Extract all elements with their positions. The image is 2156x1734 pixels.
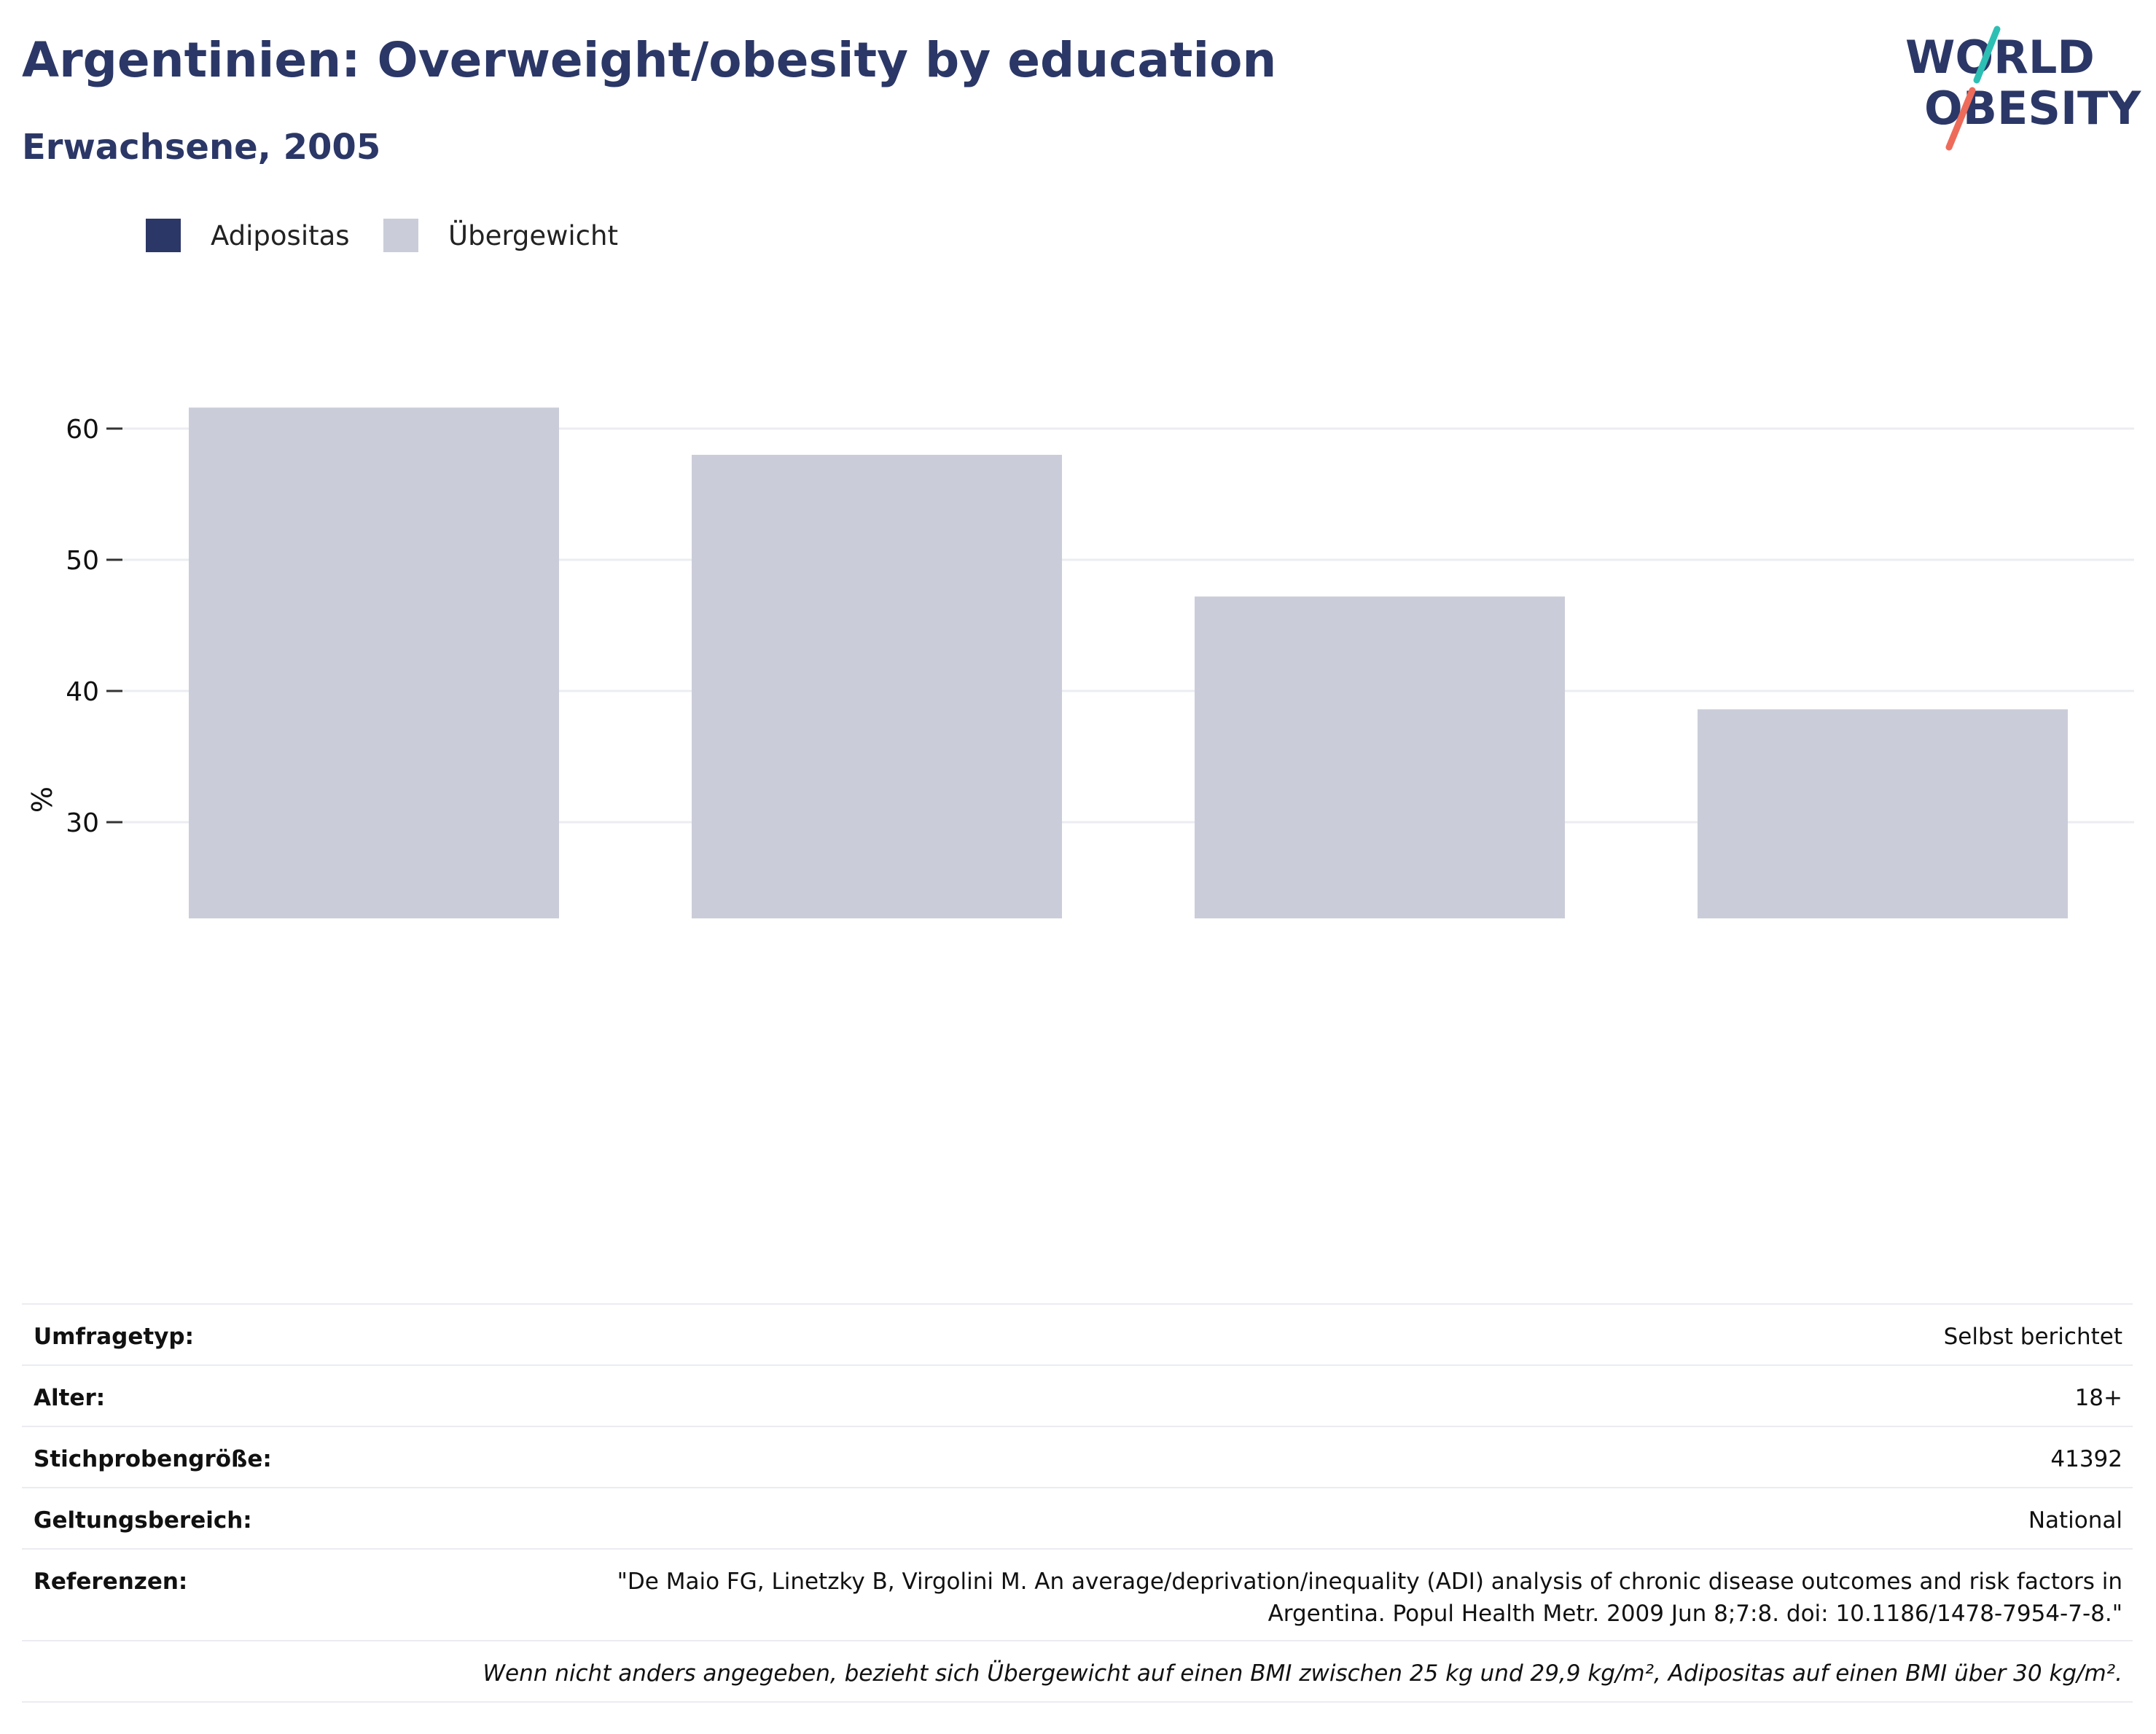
y-tick-label-30: 30 (66, 808, 99, 838)
legend-swatch-overweight (383, 219, 418, 252)
meta-row-scope: Geltungsbereich: National (22, 1487, 2133, 1548)
chart-subtitle: Erwachsene, 2005 (22, 127, 381, 168)
bar-overweight-3 (1195, 596, 1565, 918)
meta-row-note: Wenn nicht anders angegeben, bezieht sic… (22, 1640, 2133, 1703)
legend-label-obesity: Adipositas (211, 220, 350, 251)
meta-value-scope: National (2028, 1507, 2122, 1534)
stacked-bar-chart: 0102030405060Niedrige BildungNiedrig/mit… (66, 407, 2134, 918)
meta-value-sample-size: 41392 (2050, 1446, 2122, 1472)
bar-overweight-2 (692, 455, 1062, 918)
logo-slash-coral (1945, 87, 1976, 151)
logo-slash-teal (1973, 26, 2001, 84)
bar-overweight-1 (189, 407, 559, 918)
chart-title: Argentinien: Overweight/obesity by educa… (22, 32, 1277, 88)
meta-row-sample-size: Stichprobengröße: 41392 (22, 1426, 2133, 1487)
legend-label-overweight: Übergewicht (448, 220, 618, 251)
reference-line-1: "De Maio FG, Linetzky B, Virgolini M. An… (617, 1569, 2122, 1595)
meta-row-references: Referenzen: "De Maio FG, Linetzky B, Vir… (22, 1548, 2133, 1640)
logo-word-world: WORLD (1905, 31, 2095, 84)
meta-label-sample-size: Stichprobengröße: (34, 1446, 272, 1472)
meta-label-references: Referenzen: (34, 1569, 188, 1595)
meta-label-survey-type: Umfragetyp: (34, 1324, 194, 1350)
legend-swatch-obesity (146, 219, 181, 252)
meta-label-age: Alter: (34, 1385, 106, 1411)
y-tick-label-60: 60 (66, 415, 99, 445)
meta-row-age: Alter: 18+ (22, 1364, 2133, 1426)
bar-overweight-4 (1698, 709, 2068, 918)
world-obesity-logo: WORLD OBESITY (1905, 26, 2141, 151)
meta-label-scope: Geltungsbereich: (34, 1507, 252, 1534)
reference-line-2: Argentina. Popul Health Metr. 2009 Jun 8… (1268, 1601, 2122, 1627)
meta-value-survey-type: Selbst berichtet (1943, 1324, 2122, 1350)
survey-metadata-table: Umfragetyp: Selbst berichtet Alter: 18+ … (22, 1303, 2133, 1703)
meta-row-survey-type: Umfragetyp: Selbst berichtet (22, 1303, 2133, 1364)
y-tick-label-50: 50 (66, 546, 99, 576)
meta-value-references[interactable]: "De Maio FG, Linetzky B, Virgolini M. An… (519, 1566, 2122, 1630)
meta-value-age: 18+ (2074, 1385, 2122, 1411)
y-tick-label-40: 40 (66, 677, 99, 707)
bmi-definition-note: Wenn nicht anders angegeben, bezieht sic… (483, 1660, 2122, 1687)
